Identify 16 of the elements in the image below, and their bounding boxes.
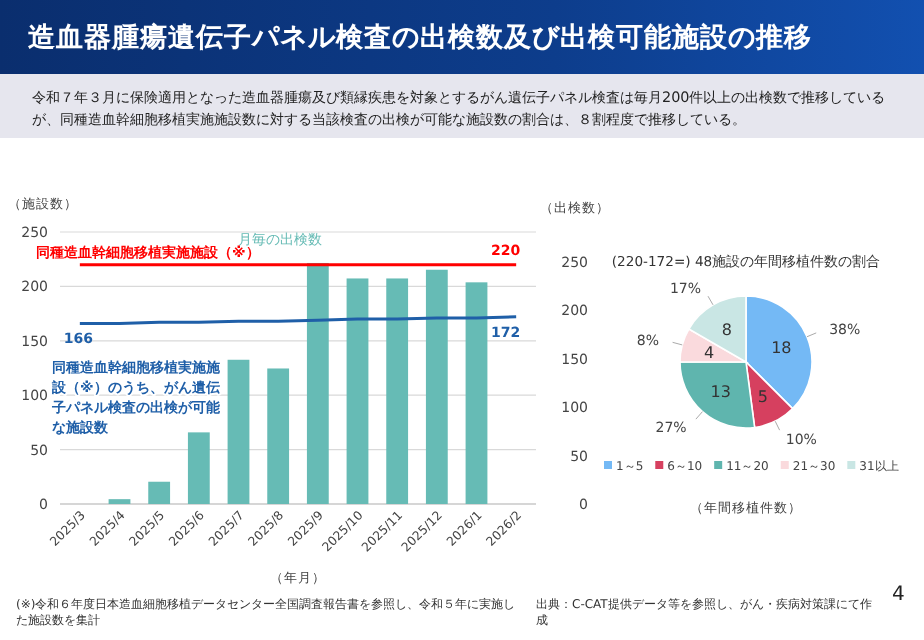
data-label: 18 bbox=[771, 339, 792, 358]
bar bbox=[386, 278, 409, 504]
data-label: 8 bbox=[721, 320, 732, 339]
bar bbox=[227, 359, 250, 504]
bar bbox=[306, 262, 329, 504]
data-label: 4 bbox=[703, 344, 715, 363]
bar bbox=[425, 269, 448, 504]
chart-title: 造血器腫瘍遺伝子パネル検査の出検数及び出検可能施設の推移 bbox=[28, 20, 812, 56]
bar bbox=[465, 282, 488, 504]
bar bbox=[148, 481, 171, 504]
data-label: 5 bbox=[757, 388, 769, 407]
data-label: 13 bbox=[710, 382, 731, 401]
bar bbox=[187, 432, 210, 504]
bar bbox=[267, 368, 290, 504]
bar bbox=[346, 278, 369, 504]
text: 4 bbox=[892, 584, 905, 606]
